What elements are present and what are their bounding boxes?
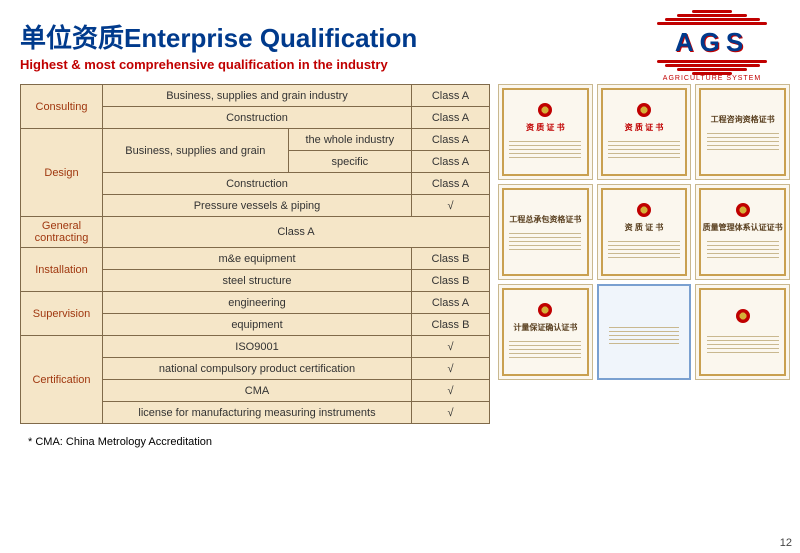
category-cell: Consulting	[21, 85, 103, 129]
class-cell: √	[412, 195, 490, 217]
certificate-lines	[609, 324, 679, 347]
sub-cell: Construction	[103, 107, 412, 129]
logo-text: AGS	[642, 27, 782, 58]
emblem-icon	[637, 103, 651, 117]
certificate-title: 质量管理体系认证证书	[703, 222, 783, 233]
certificate-title: 工程总承包资格证书	[509, 214, 581, 225]
certificate-tile: 资 质 证 书	[498, 84, 593, 180]
class-cell: Class B	[412, 270, 490, 292]
sub-cell: Business, supplies and grain	[103, 129, 289, 173]
emblem-icon	[736, 203, 750, 217]
sub-cell: Business, supplies and grain industry	[103, 85, 412, 107]
emblem-icon	[538, 303, 552, 317]
certificate-lines	[707, 238, 779, 261]
table-row: ConsultingBusiness, supplies and grain i…	[21, 85, 490, 107]
certificate-lines	[509, 138, 581, 161]
qualification-table: ConsultingBusiness, supplies and grain i…	[20, 84, 490, 424]
sub-cell: ISO9001	[103, 336, 412, 358]
footnote: * CMA: China Metrology Accreditation	[28, 436, 490, 448]
table-row: Installationm&e equipmentClass B	[21, 248, 490, 270]
emblem-icon	[637, 203, 651, 217]
certificate-lines	[608, 238, 680, 261]
class-cell: √	[412, 336, 490, 358]
category-cell: Supervision	[21, 292, 103, 336]
table-row: General contractingClass A	[21, 217, 490, 248]
category-cell: Design	[21, 129, 103, 217]
table-row: CertificationISO9001√	[21, 336, 490, 358]
certificate-lines	[608, 138, 680, 161]
sub2-cell: specific	[288, 151, 411, 173]
certificate-lines	[707, 130, 779, 153]
certificate-title: 资 质 证 书	[625, 222, 664, 233]
class-cell: √	[412, 402, 490, 424]
sub-cell: license for manufacturing measuring inst…	[103, 402, 412, 424]
sub-cell: Class A	[103, 217, 490, 248]
header: 单位资质Enterprise Qualification Highest & m…	[0, 0, 800, 76]
emblem-icon	[538, 103, 552, 117]
certificate-tile	[695, 284, 790, 380]
class-cell: Class A	[412, 107, 490, 129]
sub-cell: equipment	[103, 314, 412, 336]
sub-cell: CMA	[103, 380, 412, 402]
certificate-title: 工程咨询资格证书	[711, 114, 775, 125]
class-cell: Class A	[412, 173, 490, 195]
sub-cell: national compulsory product certificatio…	[103, 358, 412, 380]
certificate-lines	[509, 230, 581, 253]
table-row: DesignBusiness, supplies and grainthe wh…	[21, 129, 490, 151]
content: ConsultingBusiness, supplies and grain i…	[0, 76, 800, 448]
certificate-title: 资 质 证 书	[526, 122, 565, 133]
certificate-tile: 工程咨询资格证书	[695, 84, 790, 180]
certificate-title: 计量保证确认证书	[513, 322, 577, 333]
qualification-table-wrap: ConsultingBusiness, supplies and grain i…	[20, 84, 490, 448]
certificates-grid: 资 质 证 书资 质 证 书工程咨询资格证书工程总承包资格证书资 质 证 书质量…	[498, 84, 790, 448]
class-cell: Class B	[412, 314, 490, 336]
certificate-tile: 资 质 证 书	[597, 184, 692, 280]
category-cell: Certification	[21, 336, 103, 424]
category-cell: General contracting	[21, 217, 103, 248]
class-cell: Class A	[412, 129, 490, 151]
class-cell: Class A	[412, 85, 490, 107]
logo: AGS AGRICULTURE SYSTEM	[642, 10, 782, 82]
logo-stripes-bottom	[642, 60, 782, 75]
class-cell: Class A	[412, 151, 490, 173]
sub-cell: Construction	[103, 173, 412, 195]
certificate-lines	[509, 338, 581, 361]
certificate-tile: 质量管理体系认证证书	[695, 184, 790, 280]
class-cell: Class B	[412, 248, 490, 270]
certificate-tile: 资 质 证 书	[597, 84, 692, 180]
sub-cell: m&e equipment	[103, 248, 412, 270]
emblem-icon	[736, 309, 750, 323]
certificate-tile: 计量保证确认证书	[498, 284, 593, 380]
class-cell: √	[412, 358, 490, 380]
class-cell: Class A	[412, 292, 490, 314]
logo-stripes-top	[642, 10, 782, 25]
certificate-lines	[707, 333, 779, 356]
table-row: SupervisionengineeringClass A	[21, 292, 490, 314]
certificate-tile	[597, 284, 692, 380]
certificate-tile: 工程总承包资格证书	[498, 184, 593, 280]
page-number: 12	[780, 537, 792, 549]
sub2-cell: the whole industry	[288, 129, 411, 151]
sub-cell: steel structure	[103, 270, 412, 292]
sub-cell: Pressure vessels & piping	[103, 195, 412, 217]
certificate-title: 资 质 证 书	[625, 122, 664, 133]
category-cell: Installation	[21, 248, 103, 292]
class-cell: √	[412, 380, 490, 402]
logo-subtext: AGRICULTURE SYSTEM	[642, 75, 782, 82]
sub-cell: engineering	[103, 292, 412, 314]
